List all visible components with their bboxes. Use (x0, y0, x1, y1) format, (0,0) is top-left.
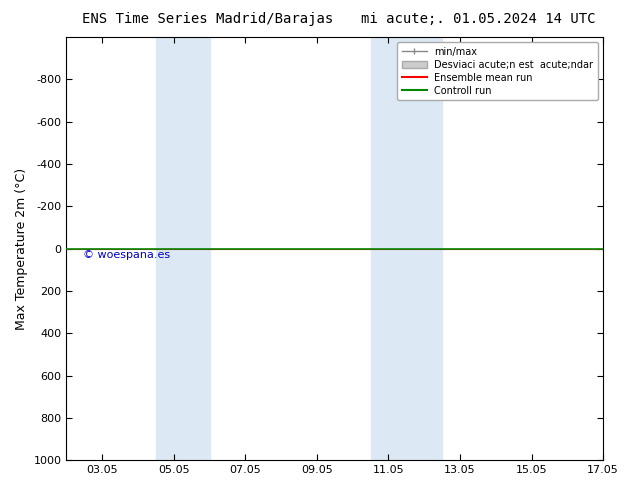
Y-axis label: Max Temperature 2m (°C): Max Temperature 2m (°C) (15, 168, 28, 330)
Bar (156, 37, 210, 460)
Text: © woespana.es: © woespana.es (82, 250, 170, 260)
Text: ENS Time Series Madrid/Barajas: ENS Time Series Madrid/Barajas (82, 12, 333, 26)
Bar (370, 37, 442, 460)
Legend: min/max, Desviaci acute;n est  acute;ndar, Ensemble mean run, Controll run: min/max, Desviaci acute;n est acute;ndar… (398, 42, 598, 100)
Text: mi acute;. 01.05.2024 14 UTC: mi acute;. 01.05.2024 14 UTC (361, 12, 596, 26)
